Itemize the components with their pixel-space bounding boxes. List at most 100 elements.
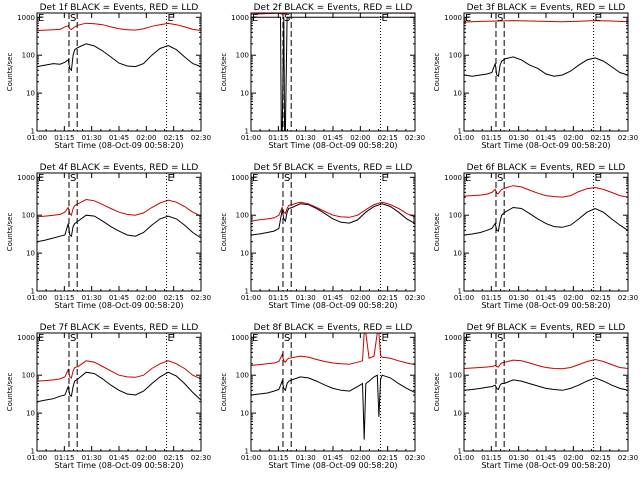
y-tick-label: 1000 [444,334,462,342]
y-tick-label: 1 [31,128,35,136]
marker-label: E [38,333,44,344]
x-axis-label: Start Time (08-Oct-09 00:58:20) [481,301,610,310]
x-tick-label: 02:00 [136,134,156,142]
marker-label: S [70,173,76,184]
x-tick-label: 01:45 [536,134,556,142]
x-tick-label: 01:00 [454,134,474,142]
series-line-lld [37,360,201,382]
y-tick-label: 100 [236,212,249,220]
plot-frame [36,12,202,132]
x-tick-label: 01:30 [296,454,316,462]
y-axis-label: Counts/sec [433,213,441,252]
y-axis-label: Counts/sec [220,53,228,92]
x-tick-label: 02:15 [591,294,611,302]
y-tick-label: 10 [240,250,249,258]
marker-label: S [497,173,503,184]
x-tick-label: 02:00 [350,134,370,142]
x-tick-label: 01:45 [536,454,556,462]
marker-label: E [465,173,471,184]
x-tick-label: 01:00 [454,294,474,302]
y-tick-label: 1000 [17,174,35,182]
y-tick-label: 1 [245,128,249,136]
marker-label: S [284,173,290,184]
x-tick-label: 02:00 [563,294,583,302]
y-tick-label: 1 [458,128,462,136]
y-axis-label: Counts/sec [6,213,14,252]
y-tick-label: 100 [236,372,249,380]
marker-label: S [497,13,503,24]
marker-label: E [465,333,471,344]
y-tick-label: 1000 [231,334,249,342]
x-tick-label: 01:45 [323,134,343,142]
x-axis-label: Start Time (08-Oct-09 00:58:20) [268,461,397,470]
x-axis-label: Start Time (08-Oct-09 00:58:20) [54,461,183,470]
x-axis-label: Start Time (08-Oct-09 00:58:20) [54,141,183,150]
marker-label: S [284,333,290,344]
marker-label: S [497,333,503,344]
x-tick-label: 02:15 [378,294,398,302]
marker-label: S [70,333,76,344]
series-line-lld [37,22,201,31]
x-tick-label: 01:15 [54,294,74,302]
x-tick-label: 01:15 [54,454,74,462]
x-tick-label: 01:00 [241,454,261,462]
marker-label: E [382,13,388,24]
x-tick-label: 01:15 [54,134,74,142]
x-tick-label: 01:30 [509,294,529,302]
marker-label: E [595,173,601,184]
y-tick-label: 1 [31,448,35,456]
y-tick-label: 100 [449,52,462,60]
y-tick-label: 100 [449,372,462,380]
x-tick-label: 02:15 [378,454,398,462]
plot-frame [463,12,629,132]
y-tick-label: 10 [453,410,462,418]
y-tick-label: 1000 [444,14,462,22]
y-tick-label: 1 [31,288,35,296]
x-tick-label: 01:00 [241,294,261,302]
series-line-events [251,16,415,131]
plot-frame [463,332,629,452]
x-tick-label: 02:15 [164,454,184,462]
panel-title: Det 1f BLACK = Events, RED = LLD [40,3,199,13]
x-tick-label: 02:15 [378,134,398,142]
y-axis-label: Counts/sec [433,53,441,92]
marker-label: E [252,333,258,344]
x-tick-label: 02:00 [563,134,583,142]
x-tick-label: 02:30 [405,294,425,302]
series-line-lld [251,201,415,222]
marker-label: E [168,173,174,184]
x-tick-label: 01:45 [109,294,129,302]
panel-title: Det 5f BLACK = Events, RED = LLD [254,163,413,173]
x-tick-label: 01:15 [268,454,288,462]
y-tick-label: 100 [449,212,462,220]
x-tick-label: 02:30 [405,134,425,142]
plot-frame [36,332,202,452]
x-tick-label: 01:30 [82,454,102,462]
y-tick-label: 1000 [17,334,35,342]
series-line-lld [37,198,201,218]
x-tick-label: 02:00 [136,294,156,302]
x-axis-label: Start Time (08-Oct-09 00:58:20) [268,301,397,310]
panel-title: Det 2f BLACK = Events, RED = LLD [254,3,413,13]
plot-frame [250,12,416,132]
series-line-events [251,203,415,236]
x-tick-label: 01:30 [296,294,316,302]
y-tick-label: 100 [22,52,35,60]
y-tick-label: 1000 [17,14,35,22]
y-tick-label: 10 [26,90,35,98]
x-tick-label: 02:00 [350,294,370,302]
marker-label: E [595,13,601,24]
x-tick-label: 02:15 [591,134,611,142]
x-tick-label: 02:00 [136,454,156,462]
y-tick-label: 10 [26,250,35,258]
x-tick-label: 01:30 [82,294,102,302]
marker-label: E [382,333,388,344]
y-axis-label: Counts/sec [6,373,14,412]
x-tick-label: 01:45 [109,134,129,142]
